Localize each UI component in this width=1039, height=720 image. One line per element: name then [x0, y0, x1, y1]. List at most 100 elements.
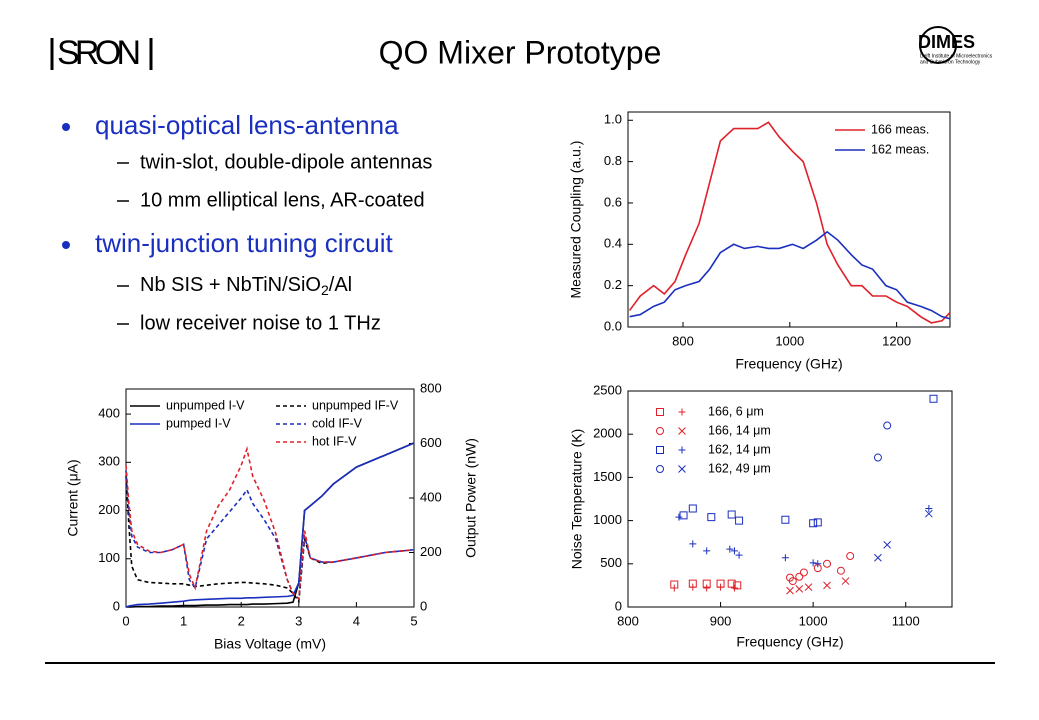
point [726, 545, 734, 553]
legend-label: 162, 14 μm [708, 442, 771, 456]
line [125, 476, 415, 604]
point [730, 547, 738, 555]
point [795, 572, 804, 581]
point [781, 515, 790, 524]
legend-label: 162, 49 μm [708, 461, 771, 475]
point [813, 518, 822, 527]
legend-label: 162 meas. [871, 142, 929, 156]
y2-tick-label: 600 [420, 435, 442, 450]
legend-label: unpumped I-V [166, 398, 245, 412]
point [788, 577, 797, 586]
point [823, 559, 832, 568]
legend-label: 166, 14 μm [708, 423, 771, 437]
legend-marker [678, 427, 686, 435]
point [675, 513, 683, 521]
x-tick-label: 900 [710, 613, 732, 628]
legend-label: pumped I-V [166, 416, 231, 430]
y-tick-label: 2000 [593, 426, 622, 441]
point [813, 564, 822, 573]
legend-label: 166, 6 μm [708, 404, 764, 418]
y2-tick-label: 400 [420, 489, 442, 504]
point [925, 505, 933, 513]
point [727, 579, 736, 588]
point [703, 584, 711, 592]
point [929, 394, 938, 403]
x-axis-label: Bias Voltage (mV) [214, 636, 326, 652]
x-tick-label: 1000 [799, 613, 828, 628]
bullet-dot [62, 123, 70, 131]
point [730, 584, 738, 592]
point [781, 554, 789, 562]
y-tick-label: 1500 [593, 469, 622, 484]
point [823, 581, 831, 590]
point [873, 453, 882, 462]
y-axis-label: Noise Temperature (K) [569, 429, 585, 570]
y-tick-label: 0 [615, 598, 622, 613]
sub-bullet: 10 mm elliptical lens, AR-coated [140, 189, 425, 211]
point [883, 540, 892, 549]
point [883, 421, 892, 430]
legend-label: hot IF-V [312, 434, 357, 448]
x-tick-label: 3 [295, 613, 302, 628]
y2-tick-label: 200 [420, 544, 442, 559]
legend-marker [656, 465, 665, 473]
logo-ring [919, 26, 957, 64]
y-tick-label: 0 [113, 598, 120, 613]
text-part: Nb SIS + NbTiN/SiO [140, 274, 321, 296]
logo-dimes: DIMES [918, 32, 975, 52]
y-tick-label: 0.0 [604, 318, 622, 333]
point [670, 584, 678, 592]
sub-bullet: twin-slot, double-dipole antennas [140, 151, 432, 173]
text-part: /Al [329, 274, 352, 296]
x-tick-label: 800 [672, 333, 694, 348]
y-tick-label: 1000 [593, 512, 622, 527]
y-tick-label: 200 [98, 502, 120, 517]
point [804, 583, 813, 591]
legend-marker [656, 408, 664, 416]
plot-frame [627, 390, 953, 608]
point [925, 509, 933, 518]
point [735, 551, 743, 559]
x-tick-label: 5 [410, 613, 417, 628]
logo-sron: SRON [57, 34, 145, 72]
y-tick-label: 100 [98, 550, 120, 565]
y-tick-label: 0.8 [604, 153, 622, 168]
line [125, 445, 415, 601]
legend-marker [656, 427, 665, 435]
point [707, 513, 716, 522]
subscript: 2 [321, 282, 329, 298]
y-tick-label: 0.6 [604, 194, 622, 209]
logo-caption: Delft Institute of Microelectronics [920, 53, 993, 59]
x-tick-label: 4 [353, 613, 360, 628]
y-tick-label: 2500 [593, 382, 622, 397]
x-tick-label: 800 [617, 613, 639, 628]
plot-frame [627, 111, 951, 328]
point [735, 516, 744, 525]
point [689, 583, 697, 591]
point [795, 585, 804, 593]
legend-marker [656, 446, 664, 454]
point [874, 553, 882, 562]
point [846, 552, 855, 561]
y-tick-label: 300 [98, 454, 120, 469]
x-tick-label: 1200 [882, 333, 911, 348]
point [841, 577, 850, 585]
y2-tick-label: 800 [420, 380, 442, 395]
line [125, 442, 415, 608]
legend-label: cold IF-V [312, 416, 363, 430]
bullet: twin-junction tuning circuit [95, 228, 393, 258]
bullet: quasi-optical lens-antenna [95, 110, 399, 140]
point [799, 568, 808, 577]
point [836, 566, 845, 575]
point [670, 580, 679, 589]
x-axis-label: Frequency (GHz) [736, 634, 843, 650]
point [703, 547, 711, 555]
bullet-dot [62, 241, 70, 249]
point [702, 579, 711, 588]
x-tick-label: 0 [122, 613, 129, 628]
point [688, 504, 697, 513]
y-tick-label: 1.0 [604, 112, 622, 127]
sub-bullet: Nb SIS + NbTiN/SiO2/Al [140, 274, 352, 297]
sub-bullet: low receiver noise to 1 THz [140, 312, 381, 334]
